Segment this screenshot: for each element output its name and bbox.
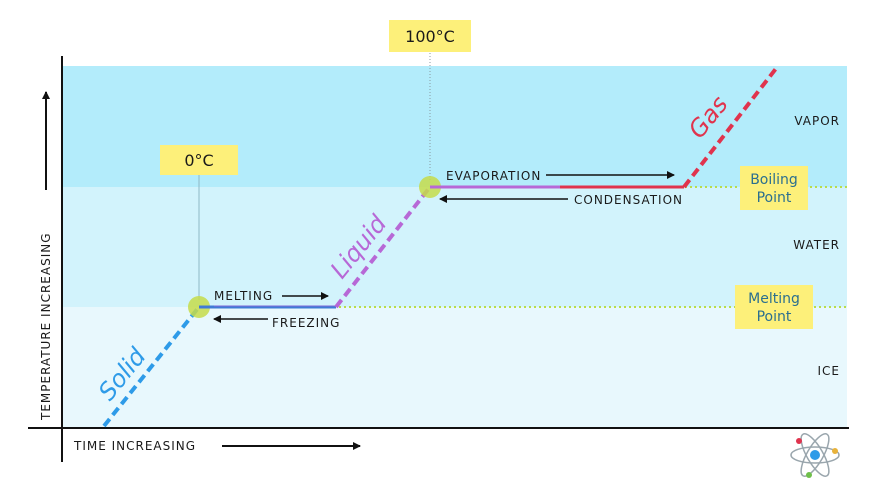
solid-curve bbox=[102, 305, 201, 428]
gas-curve bbox=[682, 64, 780, 189]
water-zone bbox=[62, 187, 847, 307]
boiling-point-note bbox=[740, 166, 808, 210]
freeze-temp-note bbox=[160, 145, 238, 175]
ice-zone bbox=[62, 307, 847, 428]
boiling-point-line2: Point bbox=[757, 190, 792, 206]
y-axis-label: TEMPERATURE INCREASING bbox=[39, 232, 53, 421]
x-axis-label: TIME INCREASING bbox=[73, 439, 196, 453]
condensation-label: CONDENSATION bbox=[574, 193, 683, 207]
boil-temp-note bbox=[389, 20, 471, 52]
zone-label-water: WATER bbox=[793, 238, 840, 252]
liquid-curve bbox=[334, 185, 432, 309]
freeze-temp-text: 0°C bbox=[184, 151, 213, 170]
boiling-point-line1: Boiling bbox=[750, 172, 798, 188]
melting-point-line2: Point bbox=[757, 309, 792, 325]
melting-point-line1: Melting bbox=[748, 291, 800, 307]
melting-label: MELTING bbox=[214, 289, 273, 303]
boil-temp-text: 100°C bbox=[405, 27, 455, 46]
melting-point-note bbox=[735, 285, 813, 329]
evaporation-label: EVAPORATION bbox=[446, 169, 541, 183]
freezing-label: FREEZING bbox=[272, 316, 340, 330]
zone-label-ice: ICE bbox=[818, 364, 841, 378]
atom-logo-icon bbox=[790, 433, 840, 478]
zone-label-vapor: VAPOR bbox=[794, 114, 840, 128]
